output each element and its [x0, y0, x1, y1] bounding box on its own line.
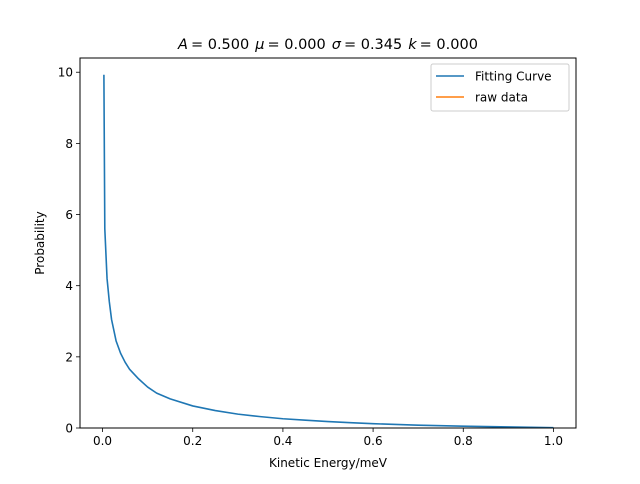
y-tick-label: 6	[65, 208, 73, 222]
title-k-value: = 0.000	[420, 37, 478, 53]
x-tick-label: 0.4	[273, 434, 292, 448]
title-A-value: = 0.500	[191, 37, 249, 53]
chart-title: A = 0.500 μ = 0.000 σ = 0.345 k = 0.000	[177, 37, 478, 53]
x-axis-label: Kinetic Energy/meV	[269, 456, 388, 470]
title-mu-symbol: μ	[254, 37, 264, 53]
y-tick-label: 8	[65, 137, 73, 151]
title-mu-value: = 0.000	[267, 37, 325, 53]
y-tick-label: 0	[65, 422, 73, 436]
y-tick-label: 4	[65, 279, 73, 293]
title-k-symbol: k	[408, 37, 417, 53]
legend-label-raw-data: raw data	[475, 91, 528, 105]
plot-lines	[103, 74, 554, 429]
title-sigma-value: = 0.345	[344, 37, 402, 53]
x-tick-label: 1.0	[544, 434, 563, 448]
x-tick-label: 0.2	[183, 434, 202, 448]
x-tick-label: 0.0	[93, 434, 112, 448]
title-sigma-symbol: σ	[332, 37, 342, 53]
y-tick-label: 10	[58, 66, 73, 80]
axis-ticks: 0.0 0.2 0.4 0.6 0.8 1.0 0 2 4 6 8 10	[58, 66, 563, 448]
legend: Fitting Curve raw data	[430, 63, 570, 112]
series-line-fitting-curve	[103, 74, 554, 429]
title-A-symbol: A	[177, 37, 188, 53]
y-tick-label: 2	[65, 350, 73, 364]
legend-box	[430, 63, 570, 112]
y-axis-label: Probability	[33, 211, 47, 274]
x-tick-label: 0.6	[364, 434, 383, 448]
axes-frame	[79, 57, 577, 429]
legend-label-fitting-curve: Fitting Curve	[475, 70, 552, 84]
x-tick-label: 0.8	[454, 434, 473, 448]
